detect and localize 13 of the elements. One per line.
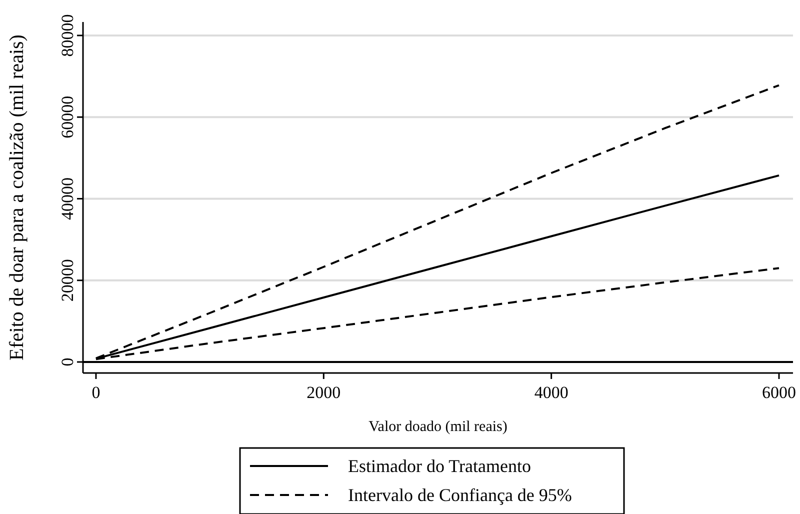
y-tick-label: 80000 [58,14,77,57]
x-tick-label: 0 [92,383,100,402]
y-axis-title: Efeito de doar para a coalizão (mil reais) [6,34,28,360]
legend-label: Intervalo de Confiança de 95% [348,485,572,505]
x-axis-title: Valor doado (mil reais) [368,419,508,435]
x-tick-label: 2000 [306,383,341,402]
y-tick-label: 20000 [58,259,77,302]
y-tick-label: 60000 [58,96,77,138]
y-tick-label: 40000 [58,177,77,220]
x-tick-label: 4000 [534,383,568,402]
x-tick-label: 6000 [762,383,796,402]
legend-label: Estimador do Tratamento [348,456,531,476]
y-tick-label: 0 [58,358,77,366]
